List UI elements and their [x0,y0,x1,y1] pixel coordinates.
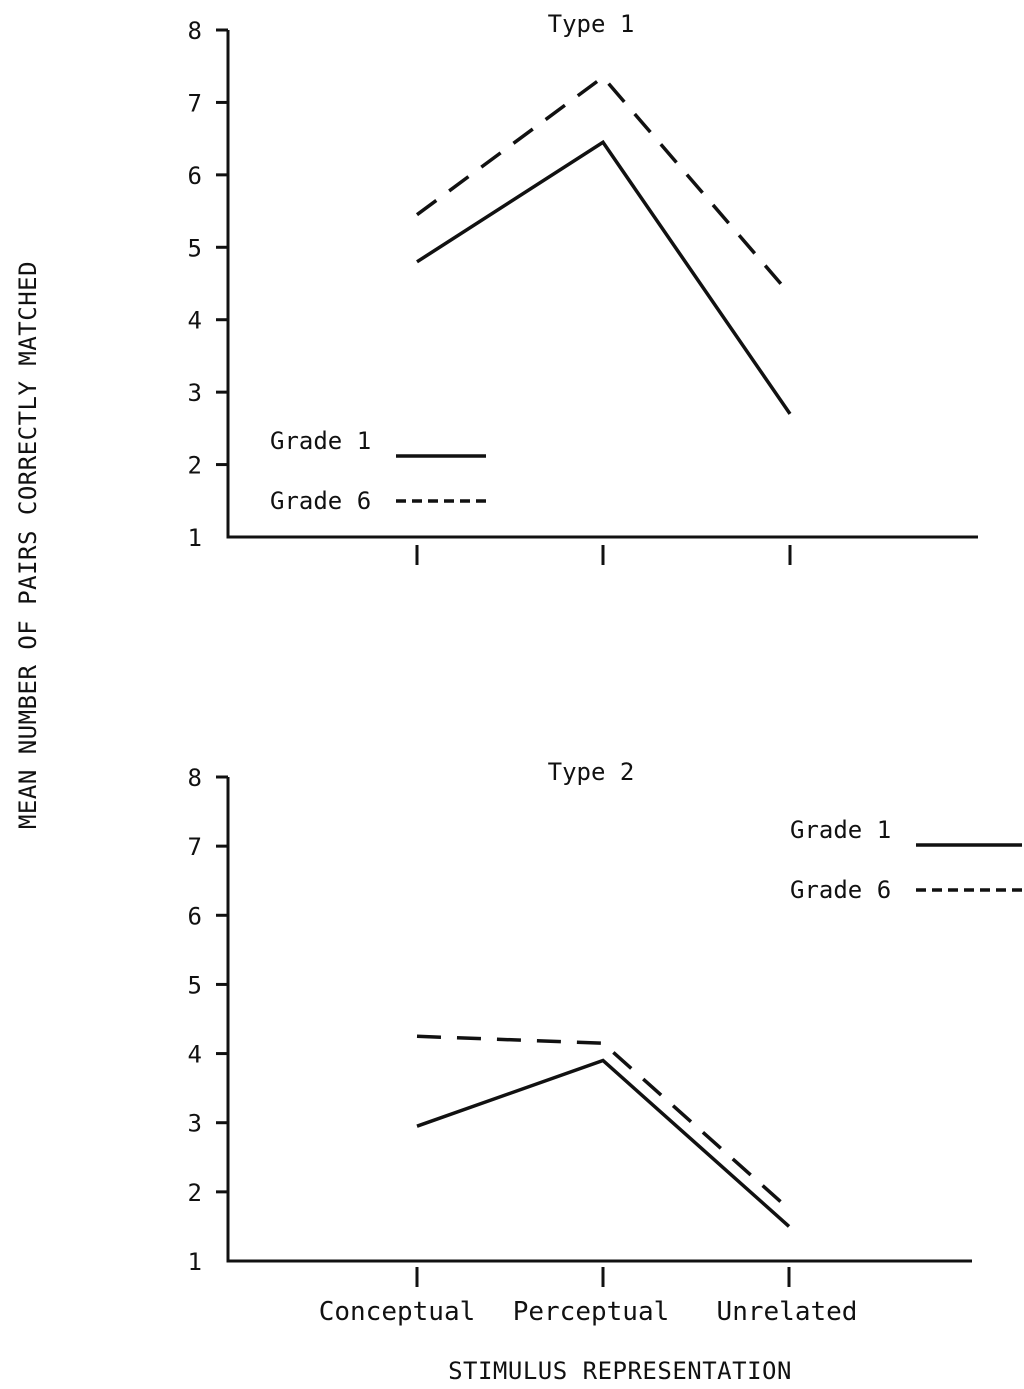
legend-grade-1-label: Grade 1 [270,427,371,455]
y-tick-label: 1 [188,1248,202,1276]
y-tick-label: 8 [188,764,202,792]
y-tick-label: 7 [188,89,202,117]
x-ticks [415,545,792,565]
y-tick-label: 3 [188,379,202,407]
y-tick-label: 4 [188,307,202,335]
y-tick-label: 2 [188,1179,202,1207]
series-group [416,1034,791,1228]
panel-title: Type 2 [548,758,635,786]
y-tick-label: 2 [188,452,202,480]
x-category-label: Unrelated [717,1297,858,1327]
axis-lines [226,30,978,539]
y-tick-label: 7 [188,833,202,861]
legend: Grade 1 Grade 6 [790,816,1022,904]
legend-grade-1-label: Grade 1 [790,816,891,844]
legend-grade-6-label: Grade 6 [790,876,891,904]
y-tick-label: 5 [188,234,202,262]
axis-lines [226,777,972,1263]
y-tick-label: 1 [188,524,202,552]
y-tick-label: 6 [188,902,202,930]
chart-panel-type-2: 1 2 3 4 5 6 7 8 Type 2 Grade 1 Grade 6 Conceptu… [188,758,1022,1327]
y-tick-label: 3 [188,1110,202,1138]
x-ticks [415,1267,791,1287]
y-tick-label: 6 [188,162,202,190]
x-axis-title: STIMULUS REPRESENTATION [448,1357,792,1385]
legend-grade-6-label: Grade 6 [270,487,371,515]
y-ticks: 1 2 3 4 5 6 7 8 [188,764,228,1276]
y-axis-title: MEAN NUMBER OF PAIRS CORRECTLY MATCHED [14,261,42,829]
category-labels: Conceptual Perceptual Unrelated [319,1297,858,1327]
series-group [415,74,792,415]
y-ticks: 1 2 3 4 5 6 7 8 [188,17,228,552]
series-line-grade-1 [416,139,792,415]
y-tick-label: 4 [188,1041,202,1069]
y-tick-label: 5 [188,971,202,999]
chart-panel-type-1: 1 2 3 4 5 6 7 8 Type 1 Grade 1 Grade 6 [188,10,978,565]
series-line-grade-6 [416,1034,791,1211]
x-category-label: Conceptual [319,1297,476,1327]
panel-title: Type 1 [548,10,635,38]
y-tick-label: 8 [188,17,202,45]
x-category-label: Perceptual [513,1297,670,1327]
series-line-grade-6 [415,74,792,296]
legend: Grade 1 Grade 6 [270,427,486,515]
series-line-grade-1 [416,1058,791,1228]
